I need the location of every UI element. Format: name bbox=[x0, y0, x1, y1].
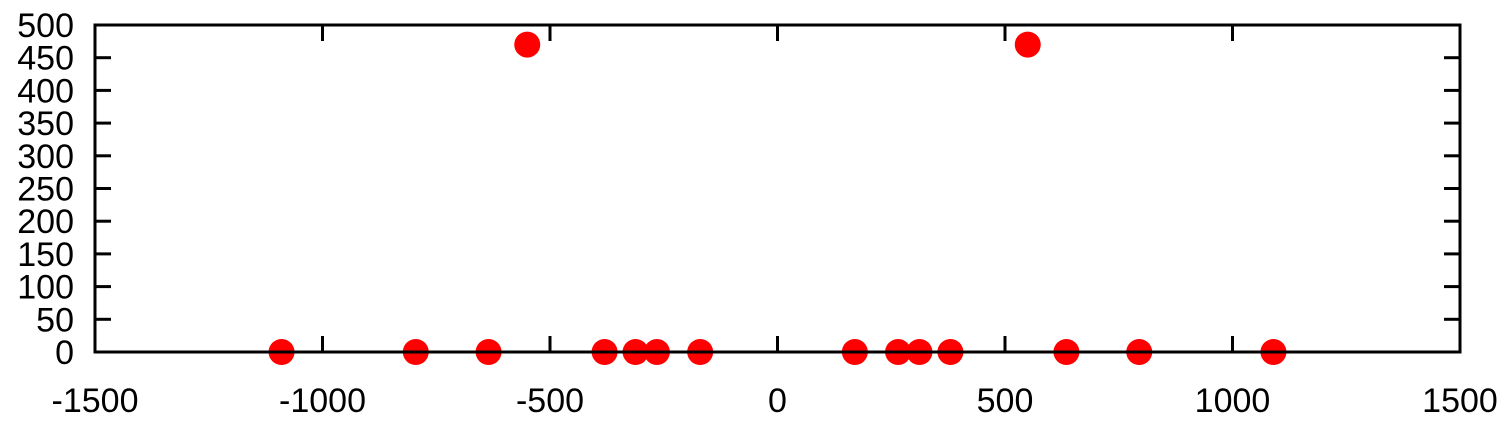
y-tick-label: 350 bbox=[17, 105, 74, 143]
axis-ticks bbox=[93, 23, 1462, 354]
y-tick-label: 200 bbox=[17, 203, 74, 241]
data-points bbox=[268, 31, 1287, 365]
y-tick-label: 150 bbox=[17, 236, 74, 274]
y-tick-label: 300 bbox=[17, 138, 74, 176]
y-tick-label: 400 bbox=[17, 72, 74, 110]
y-tick-label: 250 bbox=[17, 171, 74, 209]
x-tick-label: 500 bbox=[977, 382, 1034, 420]
x-tick-label: -1000 bbox=[279, 382, 366, 420]
plot-frame bbox=[93, 23, 1462, 354]
y-tick-label: 0 bbox=[55, 334, 74, 372]
data-point bbox=[514, 31, 541, 58]
x-tick-label: 1500 bbox=[1422, 382, 1498, 420]
x-tick-label: -1500 bbox=[52, 382, 139, 420]
y-tick-label: 50 bbox=[36, 301, 74, 339]
data-point bbox=[1014, 31, 1041, 58]
x-tick-label: 0 bbox=[768, 382, 787, 420]
x-tick-label: 1000 bbox=[1195, 382, 1271, 420]
y-tick-label: 500 bbox=[17, 7, 74, 45]
y-tick-label: 450 bbox=[17, 40, 74, 78]
x-tick-label: -500 bbox=[516, 382, 584, 420]
tick-labels: -1500 -1000 -500 0 500 1000 150005010015020025… bbox=[17, 7, 1498, 420]
y-tick-label: 100 bbox=[17, 269, 74, 307]
